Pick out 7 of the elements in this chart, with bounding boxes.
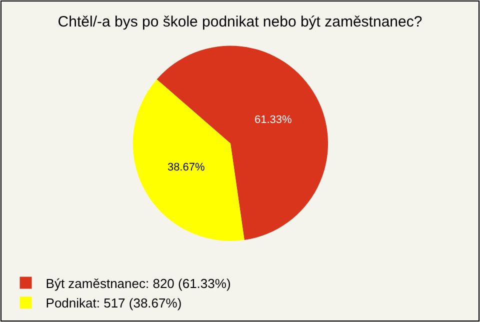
pie-slice — [156, 46, 328, 240]
data-label: 61.33% — [254, 114, 292, 126]
chart-title: Chtěl/-a bys po škole podnikat nebo být zaměstnanec? — [58, 14, 422, 31]
legend-label: Být zaměstnanec: 820 (61.33%) — [46, 276, 231, 291]
legend-label: Podnikat: 517 (38.67%) — [46, 296, 182, 311]
data-label: 38.67% — [167, 162, 205, 174]
pie-slice — [132, 79, 244, 241]
